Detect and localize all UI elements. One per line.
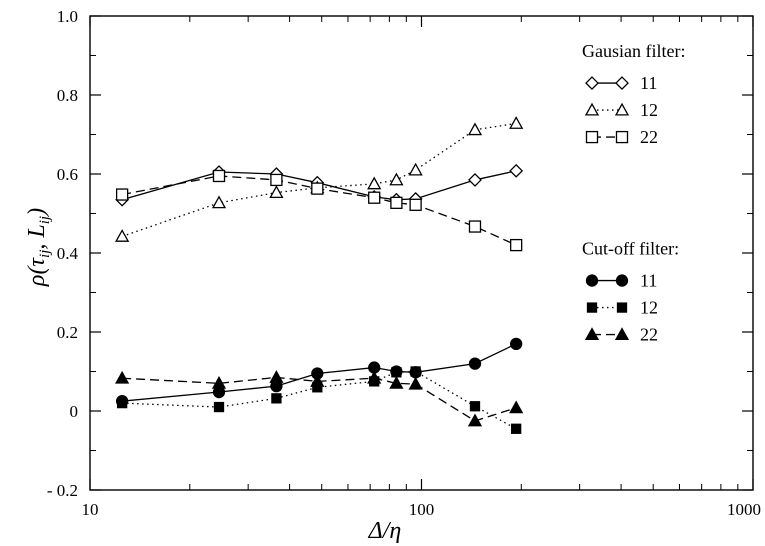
y-label-L: L: [24, 224, 50, 238]
legend-group-title: Cut-off filter:: [582, 239, 679, 259]
data-series: [115, 116, 524, 434]
data-point: [409, 198, 422, 211]
data-point: [510, 238, 523, 252]
legend-label: 12: [640, 298, 658, 318]
x-axis-label: Δ/η: [368, 518, 402, 544]
legend-entry-cutoff-22: 22: [584, 325, 658, 345]
series-line: [122, 370, 517, 430]
data-point: [116, 397, 128, 409]
y-tick-label: - 0.2: [47, 481, 78, 500]
data-point: [511, 423, 522, 434]
data-point: [213, 401, 225, 413]
y-tick-label: 0.8: [57, 86, 78, 105]
data-point: [271, 393, 282, 404]
series-gaussian-22: [115, 169, 523, 252]
y-axis-label: ρ(τij, Lij): [24, 208, 53, 287]
data-point: [509, 163, 524, 178]
legend-marker: [616, 302, 628, 313]
legend-label: 22: [640, 127, 658, 147]
data-point: [510, 337, 523, 351]
y-tick-label: 0: [70, 402, 79, 421]
data-point: [408, 162, 423, 176]
data-point: [410, 366, 421, 377]
legend: Gausian filter: 11 12 22 Cut-off filter: 11 12…: [582, 41, 685, 345]
data-point: [212, 169, 226, 183]
legend-marker: [585, 130, 599, 144]
legend-marker: [614, 102, 630, 116]
data-point: [115, 370, 130, 384]
data-point: [389, 376, 404, 389]
data-point: [390, 196, 403, 209]
data-point: [367, 176, 382, 190]
series-cutoff-22: [115, 370, 524, 427]
data-point: [269, 370, 284, 383]
y-label-rho: ρ(: [24, 265, 50, 288]
y-label-L-sub: ij: [37, 216, 53, 224]
x-tick-label: 10: [82, 500, 99, 519]
legend-marker: [585, 274, 599, 287]
data-point: [468, 357, 482, 370]
legend-entry-gaussian-22: 22: [585, 127, 658, 147]
data-point: [269, 185, 284, 199]
data-point: [211, 195, 227, 209]
legend-label: 11: [640, 271, 657, 291]
data-point: [468, 173, 482, 187]
legend-entry-cutoff-12: 12: [586, 298, 658, 318]
data-point: [467, 122, 483, 136]
axis-labels: Δ/η ρ(τij, Lij): [24, 208, 401, 544]
legend-marker: [615, 130, 629, 144]
legend-entry-gaussian-11: 11: [585, 73, 657, 93]
axis-ticks: - 0.2 0 0.2 0.4 0.6 0.8 1.0 10 100 1000: [47, 7, 761, 519]
svg-text:ρ(τij, Lij): ρ(τij, Lij): [24, 208, 53, 287]
data-point: [368, 191, 381, 204]
data-point: [469, 401, 481, 412]
y-label-close: ): [24, 208, 50, 218]
data-point: [311, 182, 324, 195]
legend-entry-gaussian-12: 12: [584, 100, 658, 120]
x-tick-label: 1000: [727, 500, 761, 519]
legend-marker: [586, 302, 598, 313]
legend-label: 11: [640, 73, 657, 93]
y-label-tau-sub: ij: [37, 250, 53, 258]
data-point: [211, 376, 227, 389]
data-point: [509, 400, 524, 414]
data-point: [468, 220, 482, 233]
data-point: [467, 413, 483, 427]
y-tick-label: 1.0: [57, 7, 78, 26]
legend-marker: [615, 76, 629, 90]
legend-marker: [584, 327, 600, 341]
series-line: [121, 122, 517, 238]
y-tick-label: 0.4: [57, 244, 79, 263]
y-label-tau: τ: [24, 257, 50, 267]
data-point: [115, 229, 130, 242]
series-cutoff-11: [115, 337, 523, 408]
data-point: [367, 370, 382, 384]
legend-label: 22: [640, 325, 658, 345]
data-point: [270, 173, 283, 187]
data-point: [310, 374, 325, 387]
legend-marker: [585, 76, 599, 90]
data-point: [391, 367, 402, 378]
data-point: [408, 376, 423, 390]
y-tick-label: 0.2: [57, 323, 78, 342]
legend-group-title: Gausian filter:: [582, 41, 685, 61]
data-point: [509, 116, 524, 129]
legend-entry-cutoff-11: 11: [585, 271, 657, 291]
legend-label: 12: [640, 100, 658, 120]
legend-marker: [615, 274, 629, 287]
legend-marker: [614, 327, 630, 341]
x-tick-label: 100: [409, 500, 435, 519]
data-point: [389, 172, 404, 186]
y-label-sep: ,: [24, 238, 50, 250]
y-tick-label: 0.6: [57, 165, 78, 184]
legend-marker: [584, 102, 600, 116]
data-point: [115, 188, 129, 201]
